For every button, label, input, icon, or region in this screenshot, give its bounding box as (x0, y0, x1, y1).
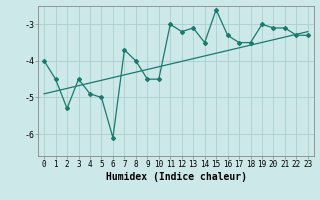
X-axis label: Humidex (Indice chaleur): Humidex (Indice chaleur) (106, 172, 246, 182)
